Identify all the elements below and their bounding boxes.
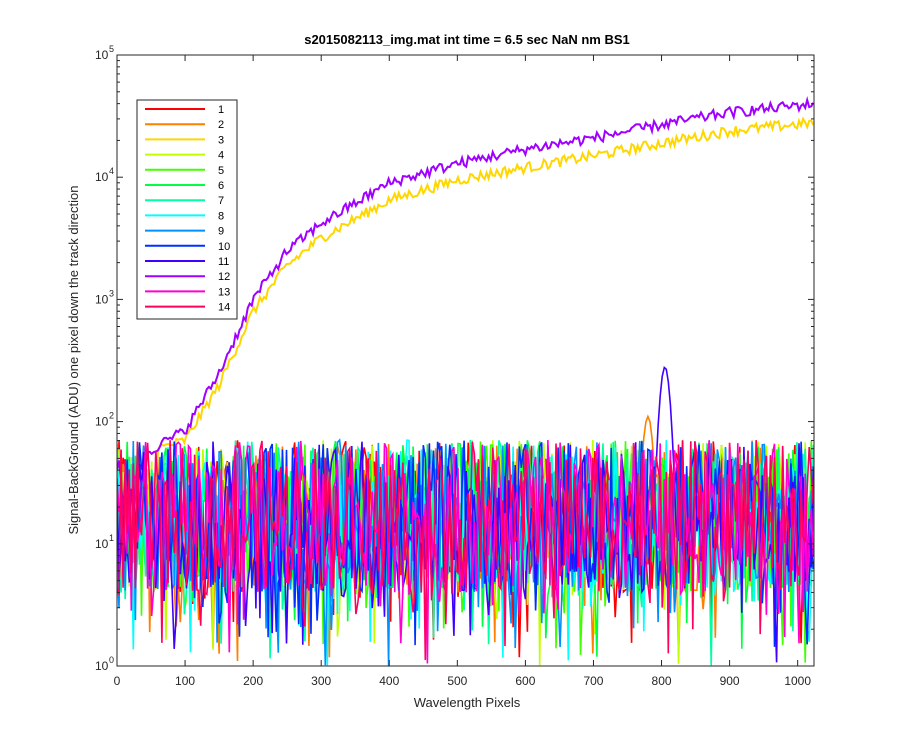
y-tick-exponent: 2 (109, 411, 114, 421)
y-tick-exponent: 0 (109, 655, 114, 665)
y-tick-label: 10 (95, 292, 109, 306)
series-layer (117, 95, 814, 666)
legend-label-1: 1 (218, 104, 224, 116)
y-tick-label: 10 (95, 48, 109, 62)
x-axis: 0 100 200 300 400 500 600 700 800 900 1000 (114, 55, 811, 688)
y-tick-label: 10 (95, 170, 109, 184)
legend-label-4: 4 (218, 150, 224, 162)
series-line-14 (117, 440, 814, 661)
x-axis-label: Wavelength Pixels (414, 695, 521, 710)
x-tick-label: 300 (311, 674, 331, 688)
x-tick-label: 500 (447, 674, 467, 688)
y-tick-exponent: 5 (109, 44, 114, 54)
x-tick-label: 800 (652, 674, 672, 688)
legend-label-8: 8 (218, 210, 224, 222)
legend-label-14: 14 (218, 302, 230, 314)
legend-label-13: 13 (218, 286, 230, 298)
legend-box (136, 99, 238, 320)
y-tick-exponent: 3 (109, 288, 114, 298)
x-tick-label: 700 (583, 674, 603, 688)
plot-frame (116, 54, 815, 667)
chart-title: s2015082113_img.mat int time = 6.5 sec N… (304, 32, 630, 47)
x-tick-label: 1000 (784, 674, 811, 688)
legend-label-7: 7 (218, 195, 224, 207)
x-tick-label: 400 (379, 674, 399, 688)
legend-label-5: 5 (218, 165, 224, 177)
legend-label-9: 9 (218, 226, 224, 238)
y-axis-label: Signal-BackGround (ADU) one pixel down t… (66, 185, 81, 534)
x-tick-label: 900 (720, 674, 740, 688)
legend-label-3: 3 (218, 134, 224, 146)
series-line-3 (117, 116, 814, 544)
y-tick-label: 10 (95, 415, 109, 429)
legend-label-6: 6 (218, 180, 224, 192)
series-line-12 (117, 95, 814, 521)
y-tick-exponent: 4 (109, 166, 114, 176)
y-tick-label: 10 (95, 537, 109, 551)
y-tick-exponent: 1 (109, 533, 114, 543)
x-tick-label: 200 (243, 674, 263, 688)
legend-label-11: 11 (218, 256, 229, 268)
x-tick-label: 100 (175, 674, 195, 688)
x-tick-label: 0 (114, 674, 121, 688)
x-tick-label: 600 (515, 674, 535, 688)
y-tick-label: 10 (95, 659, 109, 673)
legend-label-12: 12 (218, 271, 230, 283)
legend-label-10: 10 (218, 241, 230, 253)
legend-label-2: 2 (218, 119, 224, 131)
